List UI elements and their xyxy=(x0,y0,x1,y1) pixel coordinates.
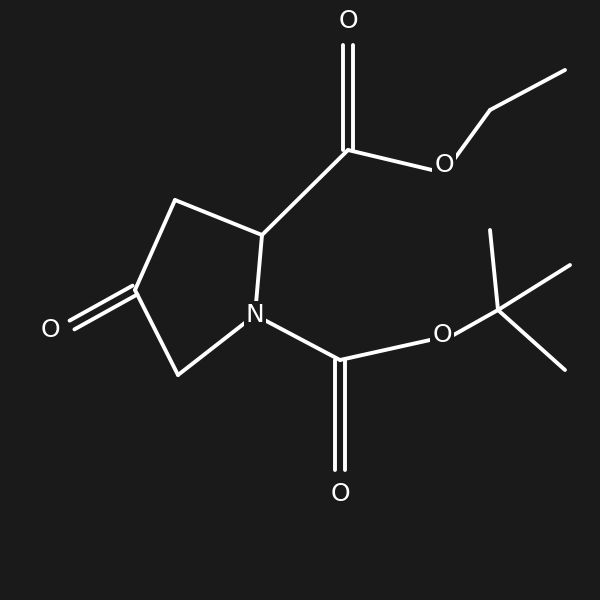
Text: N: N xyxy=(245,303,265,327)
Text: O: O xyxy=(40,318,60,342)
Text: O: O xyxy=(338,9,358,33)
Text: O: O xyxy=(434,153,454,177)
Text: O: O xyxy=(330,482,350,506)
Text: O: O xyxy=(432,323,452,347)
